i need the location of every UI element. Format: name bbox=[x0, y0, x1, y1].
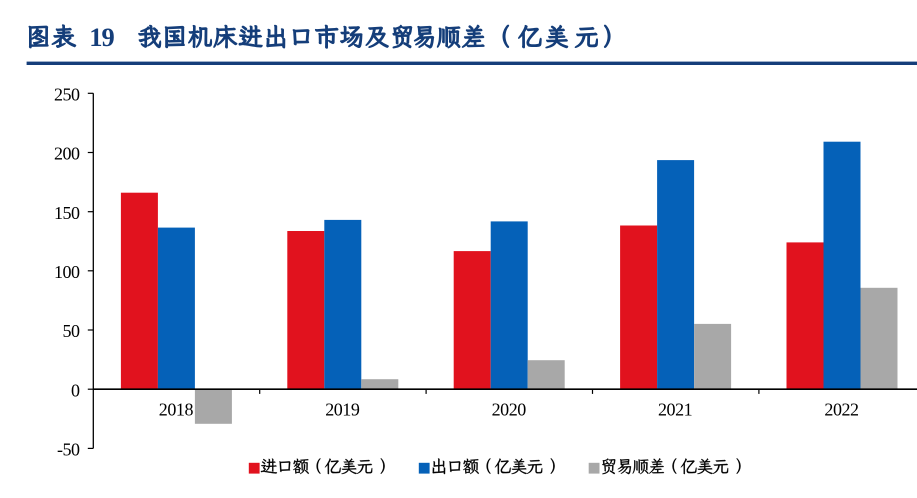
svg-text:2022: 2022 bbox=[824, 399, 858, 419]
svg-text:19: 19 bbox=[89, 22, 114, 52]
svg-text:100: 100 bbox=[54, 262, 80, 282]
svg-text:200: 200 bbox=[54, 144, 80, 164]
svg-text:250: 250 bbox=[54, 84, 80, 104]
svg-text:2021: 2021 bbox=[658, 399, 692, 419]
svg-text:-50: -50 bbox=[57, 440, 80, 460]
svg-text:2018: 2018 bbox=[159, 399, 194, 419]
svg-text:2019: 2019 bbox=[325, 399, 360, 419]
svg-text:150: 150 bbox=[54, 203, 80, 223]
svg-text:50: 50 bbox=[63, 321, 81, 341]
svg-text:2020: 2020 bbox=[492, 399, 527, 419]
svg-text:0: 0 bbox=[71, 380, 80, 400]
